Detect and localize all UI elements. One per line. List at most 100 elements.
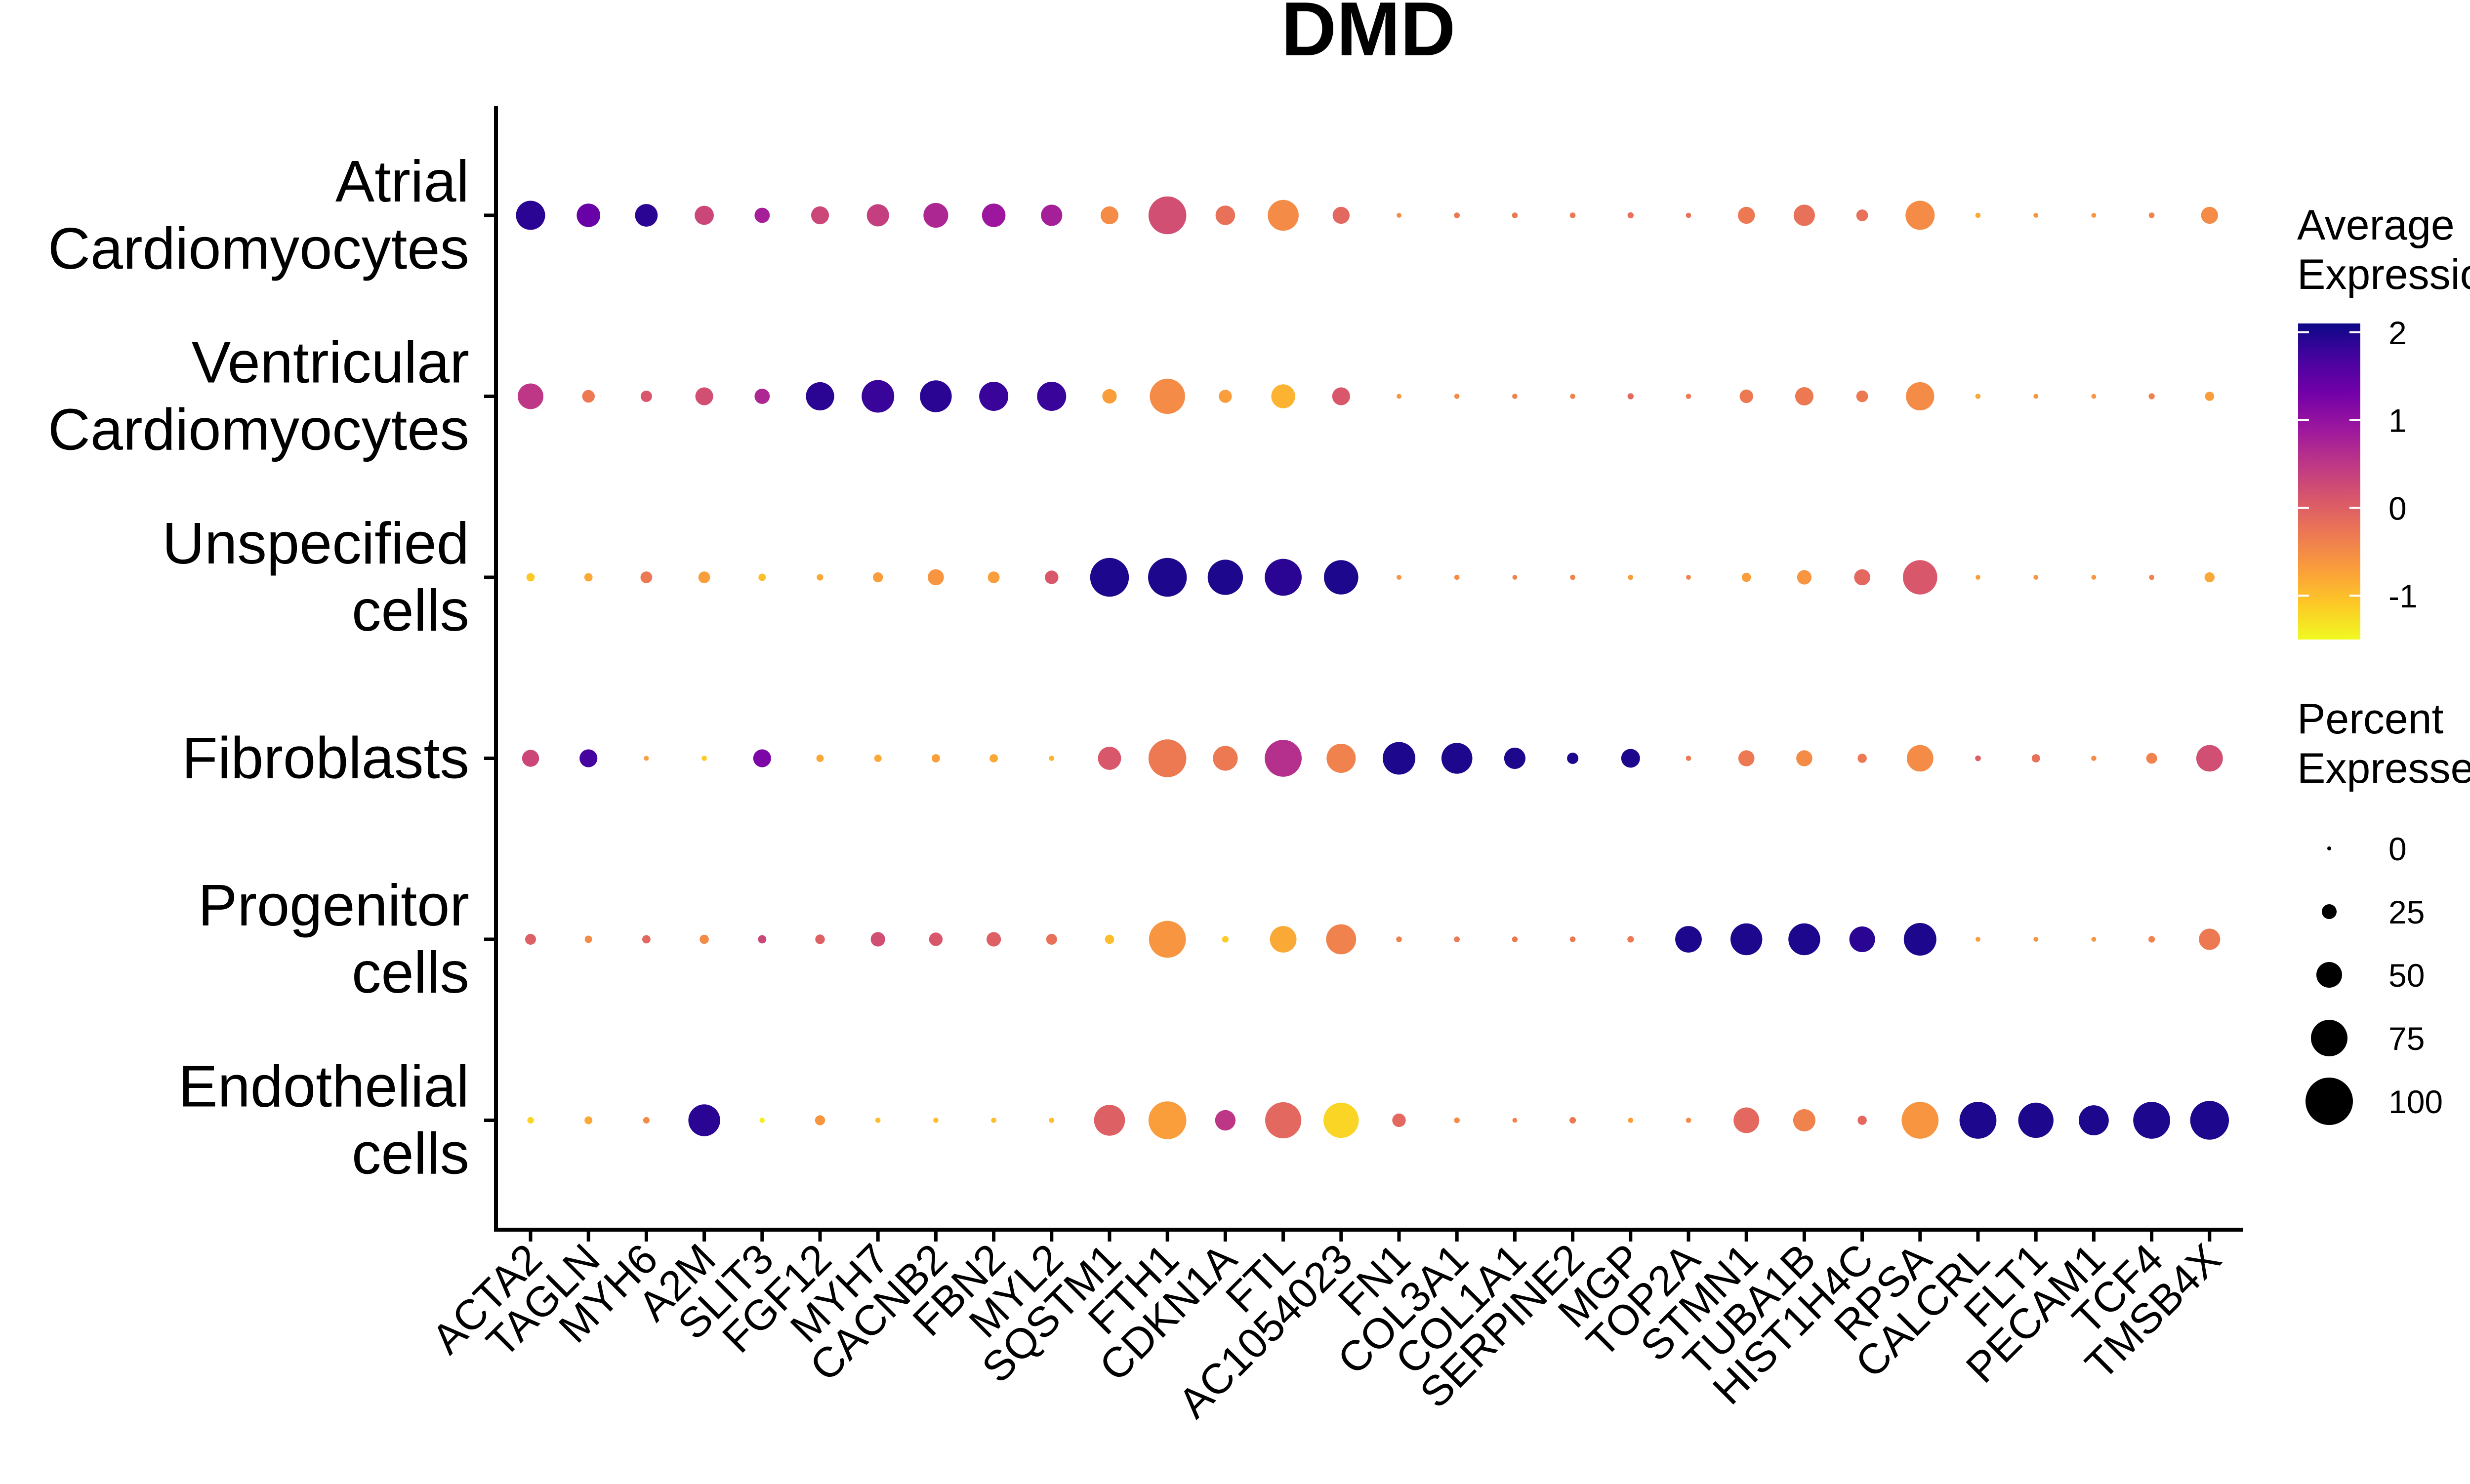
dot-unspecified-tmsb4x [2204,572,2215,583]
y-label-atrial-0: Atrial [335,149,469,214]
dot-fibroblasts-myl2 [1049,756,1055,761]
dot-endothelial-tagln [584,1116,593,1124]
dot-ventricular-fn1 [1397,394,1401,399]
dot-unspecified-stmn1 [1741,572,1751,582]
colorbar [2298,323,2360,640]
dot-fibroblasts-pecam1 [2091,756,2097,761]
dot-atrial-pecam1 [2091,213,2097,218]
dot-atrial-cdkn1a [1215,205,1235,225]
dot-atrial-flt1 [2033,213,2039,218]
dot-unspecified-col3a1 [1454,574,1460,580]
dot-progenitor-col1a1 [1512,936,1518,942]
dot-progenitor-tmsb4x [2199,928,2221,950]
dot-atrial-acta2 [516,201,545,230]
dot-ventricular-flt1 [2033,394,2039,399]
size-legend-label-50: 50 [2388,957,2425,994]
dot-ventricular-fth1 [1150,378,1185,414]
dot-ventricular-fbn2 [979,382,1009,411]
dot-ventricular-tmsb4x [2205,392,2215,401]
dot-unspecified-fbn2 [988,571,1000,583]
dot-unspecified-tcf4 [2149,574,2154,580]
dot-ventricular-tuba1b [1795,387,1813,405]
dot-atrial-a2m [695,205,714,225]
dot-endothelial-tcf4 [2133,1102,2170,1139]
dot-endothelial-ftl [1265,1102,1302,1139]
dot-atrial-ac1054023 [1332,206,1350,224]
y-label-fibroblasts-0: Fibroblasts [182,725,469,791]
size-legend-dot-50 [2316,962,2342,988]
dot-endothelial-cacnb2 [933,1118,939,1123]
dot-ventricular-hist1h4c [1856,390,1868,402]
dot-atrial-top2a [1686,212,1691,218]
dot-fibroblasts-col1a1 [1504,747,1525,769]
dot-fibroblasts-top2a [1686,756,1691,761]
dot-fibroblasts-fn1 [1383,742,1415,775]
dot-atrial-myl2 [1041,204,1063,226]
chart-title: DMD [1281,0,1456,72]
dot-atrial-tuba1b [1793,204,1815,226]
y-axis-ticks: AtrialCardiomyocytesVentricularCardiomyo… [48,149,496,1187]
size-legend-dot-75 [2311,1020,2347,1056]
dot-atrial-rpsa [1905,201,1935,230]
dot-ventricular-col3a1 [1454,394,1460,399]
y-label-ventricular-1: Cardiomyocytes [48,397,469,463]
dot-unspecified-rpsa [1903,560,1937,595]
dot-ventricular-myh6 [640,391,652,402]
dot-progenitor-ac1054023 [1326,924,1357,955]
dot-ventricular-serpine2 [1570,394,1575,399]
dot-fibroblasts-stmn1 [1738,750,1755,766]
colorbar-tick-label-1: 1 [2388,402,2407,439]
dot-fibroblasts-cacnb2 [932,754,940,762]
y-label-progenitor-0: Progenitor [198,873,469,938]
dot-ventricular-acta2 [518,383,543,409]
dot-unspecified-ftl [1265,559,1302,596]
dot-unspecified-myh7 [873,572,883,583]
dot-endothelial-pecam1 [2079,1105,2109,1135]
dot-progenitor-slit3 [758,935,767,944]
dot-atrial-col3a1 [1454,212,1460,218]
size-legend-title-0: Percent [2297,695,2443,743]
dot-endothelial-calcrl [1959,1102,1997,1139]
dot-fibroblasts-fgf12 [816,755,824,762]
size-legend-label-75: 75 [2388,1020,2425,1057]
dot-unspecified-tuba1b [1797,570,1811,585]
dot-ventricular-tagln [582,390,595,403]
dot-unspecified-tagln [584,573,593,582]
dot-endothelial-fbn2 [991,1118,996,1123]
dot-fibroblasts-myh7 [874,755,882,762]
y-label-ventricular-0: Ventricular [192,330,469,396]
dot-progenitor-rpsa [1903,923,1936,956]
dot-unspecified-fn1 [1397,575,1401,580]
dot-endothelial-tuba1b [1793,1109,1815,1131]
dot-progenitor-cdkn1a [1222,936,1229,943]
dot-progenitor-acta2 [525,934,536,945]
dot-fibroblasts-tmsb4x [2196,745,2223,772]
dot-progenitor-fth1 [1149,921,1186,958]
dot-unspecified-flt1 [2033,575,2039,580]
size-legend: PercentExpressed 0 25 50 75 100 [2297,695,2470,1125]
dot-fibroblasts-calcrl [1975,755,1981,762]
size-legend-dot-25 [2322,904,2337,919]
dot-unspecified-col1a1 [1512,575,1518,580]
dot-progenitor-fn1 [1396,936,1402,942]
dot-unspecified-fth1 [1148,558,1187,597]
dot-progenitor-flt1 [2033,937,2039,942]
dot-atrial-serpine2 [1569,212,1576,218]
dot-ventricular-rpsa [1906,382,1935,411]
dot-fibroblasts-hist1h4c [1857,754,1867,763]
dot-ventricular-calcrl [1975,394,1981,399]
dot-endothelial-top2a [1686,1118,1691,1123]
dot-atrial-stmn1 [1738,206,1755,224]
dot-atrial-sqstm1 [1100,206,1119,225]
dot-atrial-myh7 [866,204,889,227]
dot-fibroblasts-cdkn1a [1213,746,1238,771]
dot-unspecified-myl2 [1045,570,1059,584]
dot-ventricular-cacnb2 [920,380,952,412]
dot-endothelial-myh7 [875,1118,881,1123]
dot-atrial-tagln [576,203,600,227]
dot-atrial-tmsb4x [2201,206,2218,224]
dot-progenitor-cacnb2 [929,932,943,946]
dot-fibroblasts-rpsa [1906,745,1934,772]
dot-ventricular-col1a1 [1512,394,1518,399]
dot-atrial-slit3 [754,207,770,223]
